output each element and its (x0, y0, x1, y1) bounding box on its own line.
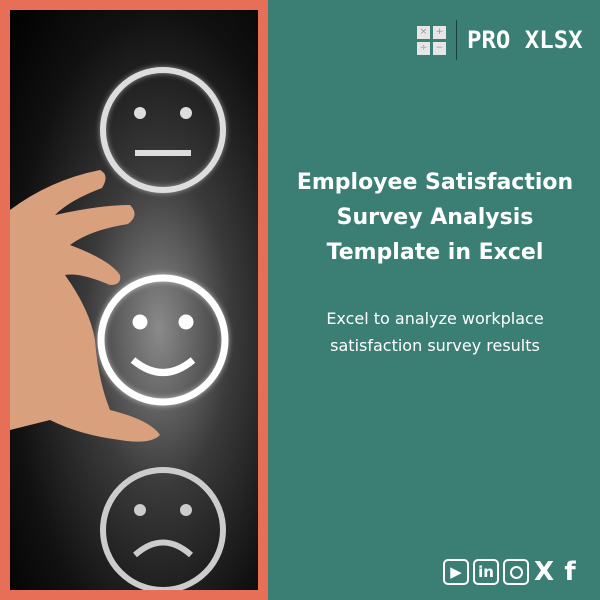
image-frame (0, 0, 268, 600)
social-links: ▶ in X f (443, 557, 581, 587)
brand-logo: × + ÷ − PRO XLSX (417, 20, 583, 60)
subtitle: Excel to analyze workplace satisfaction … (326, 309, 544, 355)
sad-face-icon (100, 467, 226, 590)
instagram-icon[interactable] (503, 559, 529, 585)
smiley-faces-illustration (10, 67, 229, 590)
page-title: Employee Satisfaction Survey Analysis Te… (296, 170, 574, 265)
divider (456, 20, 457, 60)
happy-face-icon (97, 274, 229, 406)
youtube-icon[interactable]: ▶ (443, 559, 469, 585)
calculator-icon: × + ÷ − (417, 25, 446, 55)
x-icon[interactable]: X (533, 557, 555, 587)
hand-illustration (10, 170, 160, 442)
brand-name: PRO XLSX (467, 26, 583, 54)
linkedin-icon[interactable]: in (473, 559, 499, 585)
neutral-face-icon (100, 67, 226, 193)
smiley-photo (10, 10, 258, 590)
facebook-icon[interactable]: f (564, 557, 576, 587)
